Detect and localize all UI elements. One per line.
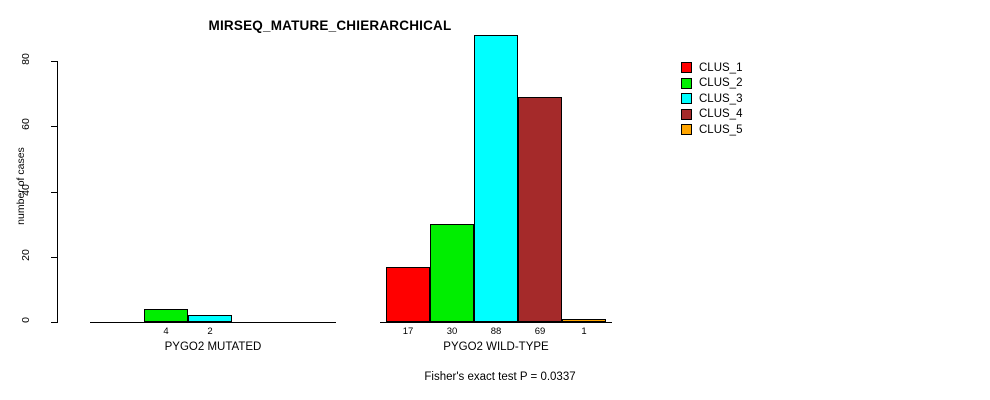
bar-clus_1 — [386, 267, 430, 322]
x-axis-line — [380, 322, 612, 323]
bar-value-label: 2 — [207, 326, 213, 337]
bar-clus_2 — [144, 309, 188, 322]
legend-label: CLUS_1 — [699, 61, 743, 74]
bar-value-label: 4 — [163, 326, 169, 337]
bar-clus_2 — [430, 224, 474, 322]
bar-value-label: 88 — [490, 326, 502, 337]
bar-clus_4 — [518, 97, 562, 322]
legend-label: CLUS_4 — [699, 108, 743, 121]
group-label: PYGO2 WILD-TYPE — [443, 341, 549, 353]
legend-item: CLUS_1 — [681, 60, 742, 76]
legend-swatch-clus_4 — [681, 108, 692, 120]
y-tick-mark — [51, 126, 58, 127]
x-axis-line — [90, 322, 336, 323]
legend-item: CLUS_2 — [681, 76, 742, 92]
legend-item: CLUS_3 — [681, 91, 742, 107]
y-tick-label: 0 — [20, 317, 32, 323]
statistical-test-footnote: Fisher's exact test P = 0.0337 — [424, 371, 576, 383]
y-tick-label: 80 — [20, 53, 32, 65]
legend-swatch-clus_3 — [681, 93, 692, 105]
legend-label: CLUS_3 — [699, 92, 743, 105]
legend-swatch-clus_5 — [681, 124, 692, 136]
chart-title: MIRSEQ_MATURE_CHIERARCHICAL — [208, 18, 452, 33]
bar-value-label: 30 — [446, 326, 458, 337]
y-tick-mark — [51, 61, 58, 62]
y-tick-mark — [51, 322, 58, 323]
group-label: PYGO2 MUTATED — [164, 341, 262, 353]
y-axis-title: number of cases — [15, 147, 27, 225]
legend-swatch-clus_1 — [681, 62, 692, 74]
y-tick-mark — [51, 192, 58, 193]
bar-clus_3 — [188, 315, 232, 322]
legend-item: CLUS_5 — [681, 122, 742, 138]
bar-value-label: 69 — [534, 326, 546, 337]
legend: CLUS_1 CLUS_2 CLUS_3 CLUS_4 CLUS_5 — [681, 60, 742, 138]
bar-clus_5 — [562, 319, 606, 322]
legend-label: CLUS_5 — [699, 123, 743, 136]
bar-clus_3 — [474, 35, 518, 322]
legend-item: CLUS_4 — [681, 107, 742, 123]
legend-swatch-clus_2 — [681, 77, 692, 89]
bar-value-label: 17 — [402, 326, 414, 337]
y-tick-mark — [51, 257, 58, 258]
bar-value-label: 1 — [581, 326, 587, 337]
legend-label: CLUS_2 — [699, 77, 743, 90]
